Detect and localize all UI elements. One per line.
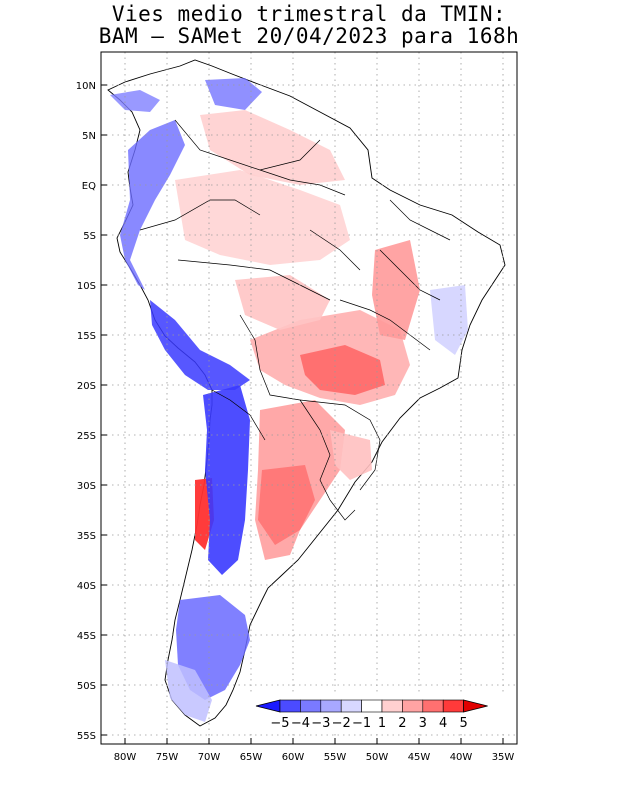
longitude-tick-labels: 80W 75W 70W 65W 60W 55W 50W 45W 40W 35W	[114, 738, 515, 763]
lat-tick-label: 15S	[77, 331, 96, 342]
colorbar-label: 4	[439, 716, 447, 731]
lat-tick-label: 45S	[77, 631, 96, 642]
bias-region-venezuela	[205, 78, 262, 110]
colorbar-label: 5	[459, 716, 467, 731]
lat-tick-label: 35S	[77, 531, 96, 542]
colorbar-swatch	[361, 699, 383, 713]
lon-tick-label: 65W	[240, 752, 263, 763]
lat-tick-label: 5N	[82, 131, 96, 142]
colorbar-label: −1	[352, 716, 371, 731]
colorbar-swatch	[402, 699, 424, 713]
colorbar-swatch	[442, 699, 464, 713]
lat-tick-label: 30S	[77, 481, 96, 492]
map-title-line-2: BAM – SAMet 20/04/2023 para 168h	[98, 24, 520, 48]
map-frame	[100, 51, 518, 745]
colorbar-label: −2	[332, 716, 351, 731]
latitude-tick-labels: 10N 5N EQ 5S 10S 15S 20S 25S 30S 35S 40S 45S 50S 55S	[76, 81, 107, 742]
lon-tick-label: 50W	[366, 752, 389, 763]
bias-region-east-brazil	[372, 240, 420, 340]
bias-region-andes-north	[150, 300, 250, 390]
bias-region-andes-south	[203, 385, 250, 575]
lon-tick-label: 40W	[450, 752, 473, 763]
colorbar-swatch	[340, 699, 362, 713]
lat-tick-label: 25S	[77, 431, 96, 442]
colorbar-swatch	[381, 699, 403, 713]
colorbar-label: −5	[270, 716, 289, 731]
lat-tick-label: 5S	[83, 231, 96, 242]
colorbar-label: 1	[378, 716, 386, 731]
bias-region-pantanal	[300, 345, 385, 395]
bias-region-fuego	[165, 660, 212, 722]
map-title-line-1: Vies medio trimestral da TMIN:	[111, 2, 507, 26]
bias-region-amazon	[175, 170, 350, 265]
colorbar-swatch	[279, 699, 301, 713]
bias-region-northeast	[430, 285, 468, 355]
colorbar-swatch	[320, 699, 342, 713]
colorbar-label: 3	[419, 716, 427, 731]
colorbar: −5 −4 −3 −2 −1 1 2 3 4 5	[250, 694, 512, 734]
colorbar-swatch	[422, 699, 444, 713]
lat-tick-label: 50S	[77, 681, 96, 692]
bias-region-south-brazil	[330, 430, 372, 480]
bias-region-north-amazon	[200, 110, 345, 185]
lat-tick-label: 20S	[77, 381, 96, 392]
lon-tick-label: 75W	[156, 752, 179, 763]
lat-tick-label: 10S	[77, 281, 96, 292]
lon-tick-label: 80W	[114, 752, 137, 763]
lon-tick-label: 70W	[198, 752, 221, 763]
country-borders	[139, 119, 451, 521]
lat-tick-label: 10N	[76, 81, 96, 92]
bias-region-colombia-coast	[110, 90, 160, 112]
lon-tick-label: 45W	[408, 752, 431, 763]
lon-tick-label: 35W	[492, 752, 515, 763]
colorbar-label: 2	[398, 716, 406, 731]
map-layer	[107, 59, 506, 727]
lat-tick-label: EQ	[82, 181, 96, 192]
lat-tick-label: 40S	[77, 581, 96, 592]
colorbar-label: −4	[291, 716, 310, 731]
lon-tick-label: 60W	[282, 752, 305, 763]
colorbar-swatch	[300, 699, 322, 713]
colorbar-label: −3	[311, 716, 330, 731]
colorbar-upper-arrow	[463, 699, 488, 713]
graticule	[101, 52, 517, 744]
bias-region-andes-colombia	[120, 120, 185, 290]
lon-tick-label: 55W	[324, 752, 347, 763]
bias-region-bolivia	[235, 275, 330, 330]
lat-tick-label: 55S	[77, 731, 96, 742]
